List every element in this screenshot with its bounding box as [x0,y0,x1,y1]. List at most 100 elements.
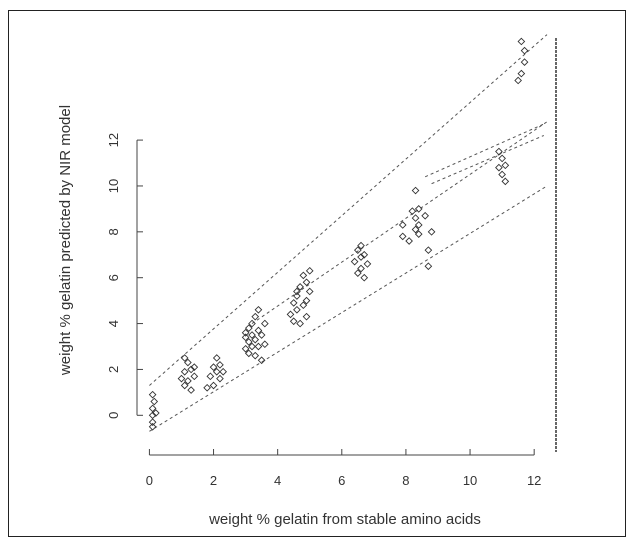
data-point [495,163,503,172]
data-point [350,257,359,266]
y-tick-label: 2 [106,366,121,373]
data-point [520,46,529,55]
x-tick-label: 10 [463,473,477,488]
data-point [302,312,311,321]
data-point [424,262,433,271]
data-point [421,211,429,220]
data-point [305,266,314,275]
data-point [296,319,304,328]
data-point [187,365,195,374]
data-point [148,390,157,399]
data-point [289,299,298,307]
data-point [251,351,260,360]
y-axis-title: weight % gelatin predicted by NIR model [57,105,74,376]
data-point [414,230,423,238]
x-axis: 0 2 4 6 8 10 12 [146,449,541,488]
data-point [151,409,160,417]
data-point [244,338,253,346]
data-point [408,207,417,216]
data-point [206,372,215,381]
data-point [148,422,157,431]
data-point [209,363,218,371]
data-point [357,253,365,261]
data-point [212,354,221,362]
y-tick-label: 0 [106,412,121,419]
chart-frame [8,10,626,537]
reference-line [431,135,544,185]
data-point [299,271,308,280]
data-point [148,418,157,427]
data-point [398,221,407,229]
data-point [216,374,224,383]
data-point [184,377,192,385]
data-point [357,241,365,250]
data-point [293,287,301,296]
y-tick-label: 12 [106,133,121,147]
data-point [241,328,250,337]
data-point [219,367,227,376]
data-point [244,324,253,332]
data-point [514,76,522,85]
data-point [180,381,189,390]
data-point [498,170,506,179]
data-point [190,363,199,371]
data-point [257,331,266,339]
data-point [411,186,420,195]
data-point [302,278,311,287]
data-point [501,161,510,170]
data-point [520,58,529,66]
data-point [360,250,369,259]
data-point [254,342,263,351]
data-point [299,301,308,310]
data-point [248,342,256,351]
data-point [517,37,526,46]
reference-line [149,34,548,386]
y-tick-label: 4 [106,320,121,327]
y-tick-label: 10 [106,179,121,193]
data-point [254,305,263,314]
data-point [216,361,224,369]
data-point [353,269,362,277]
data-point [184,358,192,367]
data-point [251,312,260,321]
data-point [286,310,295,319]
data-point [241,333,250,342]
data-point [501,177,510,186]
data-point [293,292,301,300]
y-axis: 0 2 4 6 8 10 12 [106,133,143,419]
y-tick-label: 8 [106,228,121,235]
data-point [411,225,420,234]
data-point [363,260,372,268]
data-point [190,372,199,381]
data-point [357,264,365,273]
data-point [424,246,433,255]
data-point [517,69,526,78]
x-tick-label: 12 [527,473,541,488]
reference-line [424,123,544,178]
x-tick-label: 4 [274,473,281,488]
data-point [257,356,266,365]
data-point [148,404,157,413]
data-point [244,349,253,358]
data-point [177,374,186,383]
data-point [241,344,250,353]
x-tick-label: 0 [146,473,153,488]
x-tick-label: 2 [210,473,217,488]
data-point [187,386,195,394]
x-tick-label: 8 [402,473,409,488]
x-tick-label: 6 [338,473,345,488]
data-point [296,283,304,291]
data-point [212,367,221,376]
data-point [248,331,256,339]
data-point [498,154,506,163]
x-axis-title: weight % gelatin from stable amino acids [208,511,481,528]
data-point [293,305,301,314]
data-point [180,367,189,376]
data-point [248,319,256,328]
data-point [495,147,503,156]
data-point [405,237,413,245]
data-point [150,397,159,406]
data-point [203,383,211,392]
data-point [302,296,311,305]
